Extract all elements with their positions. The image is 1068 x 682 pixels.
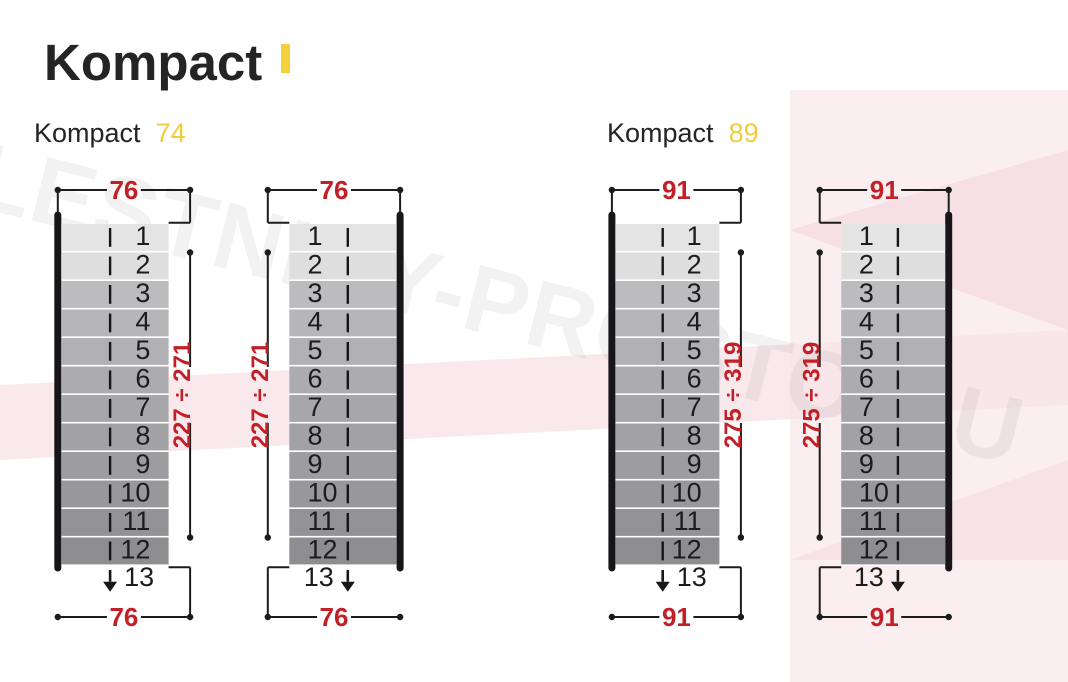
svg-text:4: 4 — [859, 307, 874, 337]
svg-text:76: 76 — [320, 602, 349, 632]
svg-text:76: 76 — [109, 175, 138, 205]
svg-text:4: 4 — [687, 307, 702, 337]
svg-text:11: 11 — [122, 506, 150, 536]
svg-text:11: 11 — [859, 506, 887, 536]
svg-text:6: 6 — [687, 364, 702, 394]
svg-text:9: 9 — [687, 449, 702, 479]
svg-text:8: 8 — [859, 421, 874, 451]
svg-text:11: 11 — [308, 506, 336, 536]
svg-text:7: 7 — [687, 392, 702, 422]
svg-text:9: 9 — [135, 449, 150, 479]
svg-text:7: 7 — [859, 392, 874, 422]
svg-text:12: 12 — [120, 535, 150, 565]
svg-text:13: 13 — [304, 562, 334, 592]
svg-text:6: 6 — [308, 364, 323, 394]
svg-text:3: 3 — [687, 278, 702, 308]
svg-text:3: 3 — [308, 278, 323, 308]
svg-text:76: 76 — [109, 602, 138, 632]
svg-text:13: 13 — [854, 562, 884, 592]
svg-text:12: 12 — [308, 535, 338, 565]
svg-text:8: 8 — [135, 421, 150, 451]
svg-text:2: 2 — [687, 250, 702, 280]
svg-text:91: 91 — [870, 175, 899, 205]
svg-text:13: 13 — [124, 562, 154, 592]
svg-text:5: 5 — [687, 335, 702, 365]
svg-text:1: 1 — [687, 221, 702, 251]
svg-text:6: 6 — [135, 364, 150, 394]
svg-text:3: 3 — [135, 278, 150, 308]
svg-text:91: 91 — [870, 602, 899, 632]
svg-text:4: 4 — [135, 307, 150, 337]
svg-text:13: 13 — [677, 562, 707, 592]
svg-text:91: 91 — [662, 602, 691, 632]
svg-text:5: 5 — [135, 335, 150, 365]
svg-text:3: 3 — [859, 278, 874, 308]
svg-text:227 ÷ 271: 227 ÷ 271 — [169, 342, 196, 449]
svg-text:6: 6 — [859, 364, 874, 394]
svg-text:8: 8 — [308, 421, 323, 451]
svg-text:12: 12 — [859, 535, 889, 565]
svg-text:275 ÷ 319: 275 ÷ 319 — [720, 342, 747, 449]
svg-text:4: 4 — [308, 307, 323, 337]
svg-text:2: 2 — [859, 250, 874, 280]
svg-text:5: 5 — [308, 335, 323, 365]
svg-text:2: 2 — [308, 250, 323, 280]
svg-text:91: 91 — [662, 175, 691, 205]
svg-text:7: 7 — [135, 392, 150, 422]
svg-text:10: 10 — [859, 478, 889, 508]
svg-text:10: 10 — [120, 478, 150, 508]
svg-text:76: 76 — [320, 175, 349, 205]
svg-text:10: 10 — [308, 478, 338, 508]
svg-text:5: 5 — [859, 335, 874, 365]
svg-text:1: 1 — [308, 221, 323, 251]
svg-text:1: 1 — [859, 221, 874, 251]
svg-text:10: 10 — [672, 478, 702, 508]
svg-text:275 ÷ 319: 275 ÷ 319 — [799, 342, 826, 449]
svg-text:8: 8 — [687, 421, 702, 451]
svg-text:1: 1 — [135, 221, 150, 251]
svg-text:7: 7 — [308, 392, 323, 422]
svg-text:12: 12 — [672, 535, 702, 565]
svg-text:9: 9 — [308, 449, 323, 479]
svg-text:11: 11 — [674, 506, 702, 536]
svg-text:9: 9 — [859, 449, 874, 479]
svg-text:2: 2 — [135, 250, 150, 280]
svg-text:227 ÷ 271: 227 ÷ 271 — [247, 342, 274, 449]
